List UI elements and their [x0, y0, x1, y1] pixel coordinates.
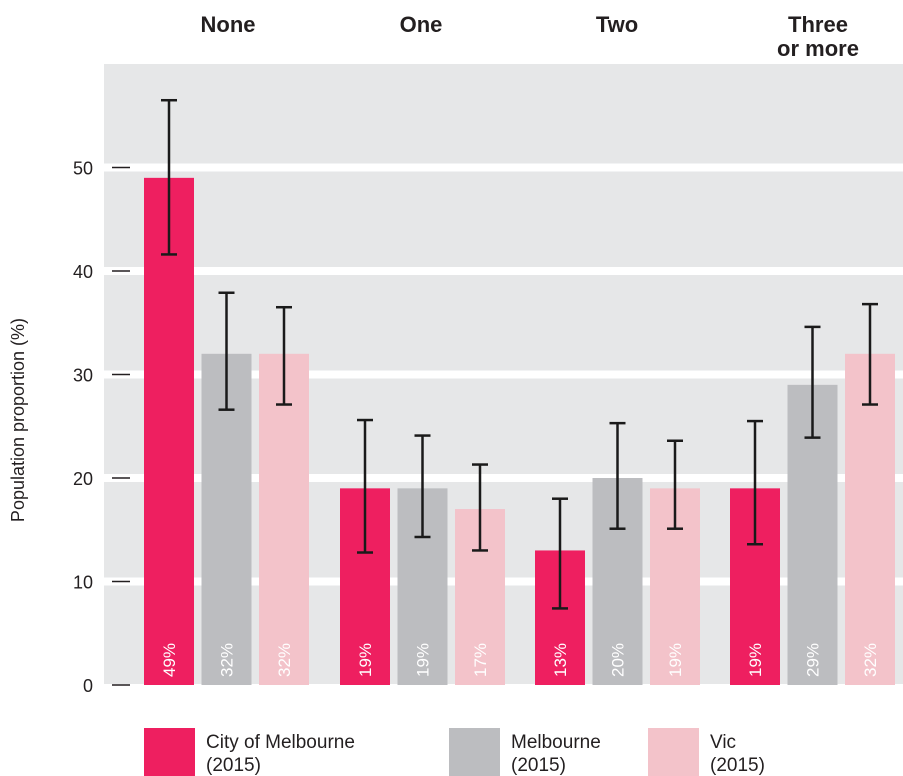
category-label: One [400, 12, 443, 37]
bar-data-label: 29% [804, 643, 823, 677]
category-label: Two [596, 12, 638, 37]
bar-data-label: 32% [275, 643, 294, 677]
y-tick-label: 10 [73, 573, 93, 593]
legend-label: (2015) [206, 755, 261, 776]
bar-data-label: 19% [414, 643, 433, 677]
bar-data-label: 13% [551, 643, 570, 677]
bar-3-4 [845, 353, 895, 685]
bar-data-label: 32% [861, 643, 880, 677]
category-label: Three [788, 12, 848, 37]
legend-swatch-3 [648, 728, 699, 776]
bar-data-label: 17% [471, 643, 490, 677]
y-axis-label: Population proportion (%) [8, 318, 28, 522]
legend-label: Melbourne [511, 732, 601, 753]
legend-label: City of Melbourne [206, 732, 355, 753]
bar-data-label: 32% [218, 643, 237, 677]
legend-label: (2015) [710, 755, 765, 776]
gridline [104, 267, 903, 275]
y-tick-label: 40 [73, 262, 93, 282]
legend-label: (2015) [511, 755, 566, 776]
legend-swatch-1 [144, 728, 195, 776]
below-axis-area [104, 684, 903, 776]
bar-data-label: 19% [746, 643, 765, 677]
y-tick-label: 0 [83, 676, 93, 696]
bar-data-label: 49% [160, 643, 179, 677]
gridline [104, 163, 903, 172]
gridline [104, 474, 903, 482]
y-tick-label: 50 [73, 159, 93, 179]
bar-data-label: 20% [609, 643, 628, 677]
y-tick-label: 20 [73, 469, 93, 489]
legend-label: Vic [710, 732, 736, 753]
bar-data-label: 19% [356, 643, 375, 677]
y-tick-label: 30 [73, 366, 93, 386]
legend-swatch-2 [449, 728, 500, 776]
gridline [104, 370, 903, 379]
bar-data-label: 19% [666, 643, 685, 677]
bar-1-1 [144, 177, 194, 685]
bar-3-1 [259, 353, 309, 685]
category-label: None [201, 12, 256, 37]
category-label: or more [777, 36, 859, 61]
